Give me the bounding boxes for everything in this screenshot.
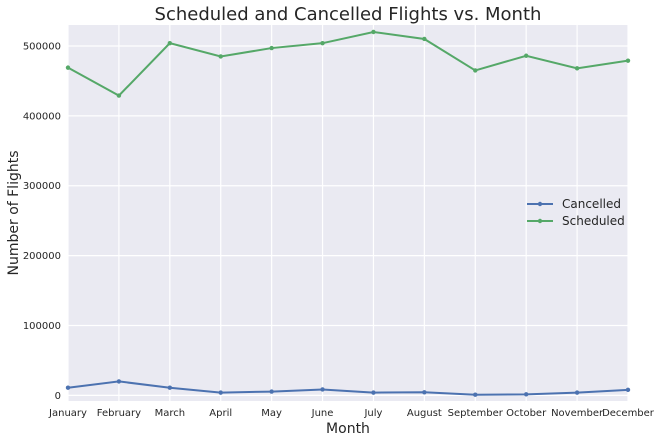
x-tick-label: March <box>155 408 185 419</box>
data-point <box>116 379 122 384</box>
data-point <box>574 390 580 395</box>
legend: Cancelled Scheduled <box>527 197 625 228</box>
data-point <box>116 93 122 98</box>
x-tick-label: October <box>506 408 547 419</box>
x-axis-label: Month <box>326 421 370 437</box>
data-point <box>320 387 325 392</box>
plot-area <box>68 25 628 401</box>
y-tick-labels: 0 100000 200000 300000 400000 500000 <box>23 41 61 401</box>
data-point <box>371 29 376 35</box>
x-tick-labels: January February March April May June July Augu… <box>48 408 655 419</box>
legend-label: Scheduled <box>562 214 625 228</box>
x-tick-label: December <box>602 408 655 419</box>
data-point <box>422 36 427 42</box>
y-tick-label: 200000 <box>23 251 61 262</box>
grid-lines <box>67 25 629 401</box>
series-scheduled <box>65 29 631 98</box>
x-tick-label: September <box>448 408 504 419</box>
legend-marker <box>537 201 543 207</box>
data-point <box>218 390 223 395</box>
data-point <box>523 392 529 397</box>
x-tick-label: May <box>261 408 282 419</box>
data-point <box>65 385 71 390</box>
data-point <box>574 66 580 71</box>
data-point <box>65 65 71 70</box>
data-point <box>320 40 325 46</box>
data-point <box>473 68 478 73</box>
y-tick-label: 400000 <box>23 111 61 122</box>
legend-entry: Cancelled <box>527 197 621 211</box>
x-tick-label: July <box>363 408 382 419</box>
x-tick-label: February <box>97 408 141 419</box>
chart-title: Scheduled and Cancelled Flights vs. Mont… <box>155 4 542 25</box>
x-tick-label: April <box>209 408 232 419</box>
data-point <box>269 389 274 394</box>
data-point <box>167 385 173 390</box>
y-tick-label: 100000 <box>23 321 61 332</box>
data-point <box>473 392 478 397</box>
x-tick-label: August <box>407 408 442 419</box>
legend-label: Cancelled <box>562 197 621 211</box>
data-point <box>269 45 274 51</box>
legend-entry: Scheduled <box>527 214 625 228</box>
data-point <box>218 54 223 59</box>
data-point <box>625 387 631 393</box>
y-tick-label: 0 <box>55 391 61 402</box>
x-tick-label: June <box>311 408 334 419</box>
x-tick-label: November <box>551 408 604 419</box>
y-tick-label: 300000 <box>23 181 61 192</box>
series-line <box>67 30 629 97</box>
data-point <box>523 53 529 58</box>
data-point <box>625 58 631 63</box>
legend-marker <box>537 218 543 224</box>
y-axis-label: Number of Flights <box>6 150 22 275</box>
data-point <box>422 390 427 395</box>
data-point <box>167 40 173 46</box>
series-line <box>67 380 629 396</box>
x-tick-label: January <box>48 408 87 419</box>
data-point <box>371 390 376 395</box>
series-layer <box>65 29 631 397</box>
y-tick-label: 500000 <box>23 41 61 52</box>
series-cancelled <box>65 379 631 397</box>
